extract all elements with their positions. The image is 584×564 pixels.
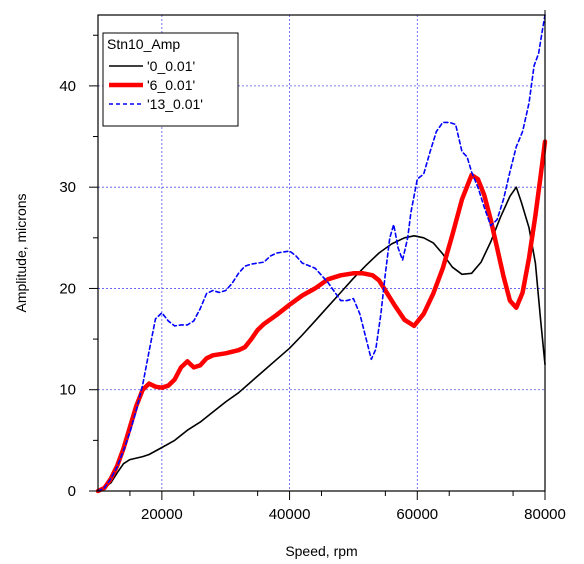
y-tick-label: 20 xyxy=(59,280,76,297)
series-lines xyxy=(95,14,548,494)
x-tick-label: 80000 xyxy=(524,506,566,523)
legend-items: '0_0.01' '6_0.01' '13_0.01' xyxy=(109,58,203,112)
x-tick-label: 40000 xyxy=(269,506,311,523)
y-tick-label: 10 xyxy=(59,382,76,399)
legend: Stn10_Amp '0_0.01' '6_0.01' '13_0.01' xyxy=(102,32,239,127)
y-tick-label: 0 xyxy=(68,483,76,500)
series-line xyxy=(95,139,548,494)
x-tick-label: 20000 xyxy=(141,506,183,523)
legend-box xyxy=(102,32,239,127)
legend-label: '6_0.01' xyxy=(147,77,195,93)
series-line xyxy=(97,14,546,492)
y-tick-label: 40 xyxy=(59,78,76,95)
x-axis-ticks: 20000 40000 60000 80000 xyxy=(129,10,566,523)
y-axis-ticks: 0 10 20 30 40 xyxy=(59,34,98,500)
y-axis-label: Amplitude, microns xyxy=(13,193,29,312)
x-tick-label: 60000 xyxy=(396,506,438,523)
legend-title: Stn10_Amp xyxy=(107,36,180,52)
legend-label: '13_0.01' xyxy=(147,96,203,112)
series-line xyxy=(97,186,546,492)
y-tick-label: 30 xyxy=(59,179,76,196)
legend-label: '0_0.01' xyxy=(147,58,195,74)
x-axis-label: Speed, rpm xyxy=(285,543,357,559)
